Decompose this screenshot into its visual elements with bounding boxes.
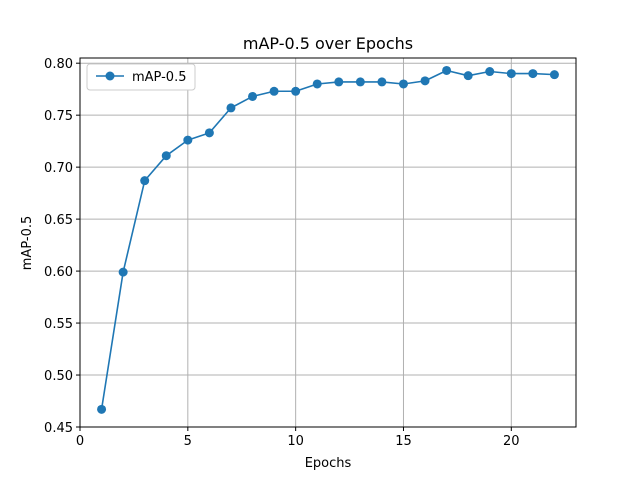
series-layer: [97, 65, 559, 414]
y-tick-label: 0.80: [44, 57, 73, 72]
data-point: [97, 404, 107, 414]
data-point: [183, 135, 193, 145]
data-point: [506, 69, 516, 79]
y-axis-ticks: 0.45 0.50 0.55 0.60 0.65 0.70 0.75 0.80: [44, 57, 80, 436]
x-tick-label: 10: [287, 434, 304, 449]
y-tick-label: 0.55: [44, 317, 73, 332]
x-tick-label: 5: [184, 434, 192, 449]
x-axis-title: Epochs: [305, 456, 352, 471]
legend: mAP-0.5: [86, 63, 196, 91]
legend-box: [86, 63, 196, 91]
data-point: [291, 86, 301, 96]
data-point: [528, 69, 538, 79]
data-point: [161, 151, 171, 161]
legend-label: mAP-0.5: [132, 70, 186, 85]
y-tick-label: 0.75: [44, 109, 73, 124]
x-tick-label: 15: [395, 434, 412, 449]
y-tick-label: 0.60: [44, 265, 73, 280]
data-point: [377, 77, 387, 87]
y-tick-label: 0.45: [44, 421, 73, 436]
data-point: [248, 91, 258, 101]
data-point: [398, 79, 408, 89]
x-tick-label: 0: [76, 434, 84, 449]
data-point: [334, 77, 344, 87]
data-point: [463, 71, 473, 81]
y-tick-label: 0.65: [44, 213, 73, 228]
data-point: [204, 128, 214, 138]
legend-marker-swatch: [105, 71, 115, 81]
grid-lines: [79, 58, 576, 428]
y-tick-label: 0.70: [44, 161, 73, 176]
data-point: [420, 76, 430, 86]
data-point: [312, 79, 322, 89]
series-line: [100, 69, 555, 410]
data-point: [226, 103, 236, 113]
data-point: [549, 70, 559, 80]
data-point: [140, 176, 150, 186]
data-point: [118, 267, 128, 277]
y-axis-title: mAP-0.5: [20, 216, 35, 270]
x-tick-label: 20: [503, 434, 520, 449]
data-point: [355, 77, 365, 87]
y-tick-label: 0.50: [44, 369, 73, 384]
x-axis-ticks: 0 5 10 15 20: [76, 427, 520, 449]
plot-area-frame: [79, 57, 577, 428]
data-point: [485, 67, 495, 77]
data-point: [442, 65, 452, 75]
chart-title: mAP-0.5 over Epochs: [243, 34, 413, 53]
data-point: [269, 86, 279, 96]
